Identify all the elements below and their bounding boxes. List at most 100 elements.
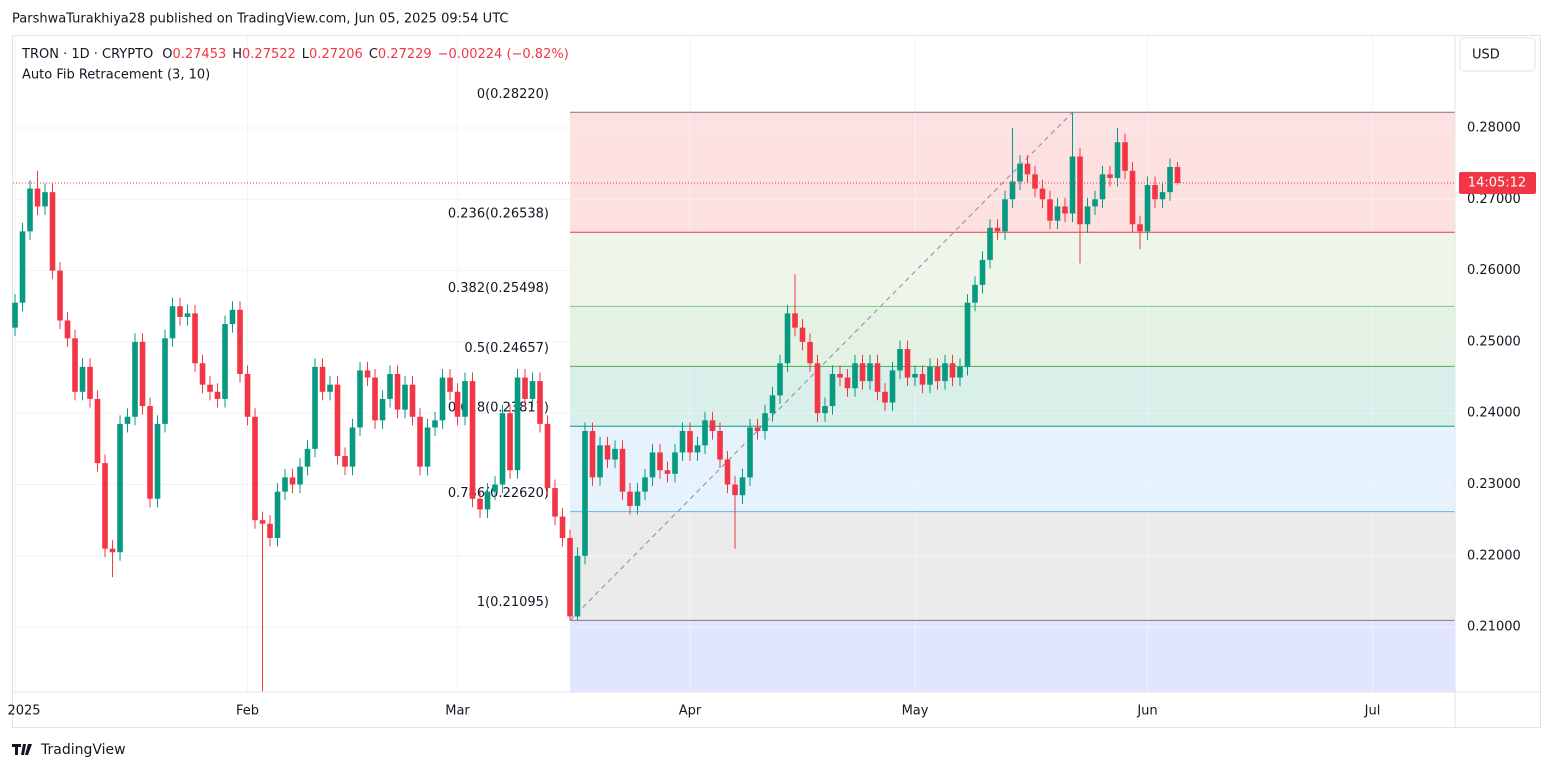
candle-body bbox=[94, 398, 101, 464]
candle-body bbox=[822, 406, 828, 414]
candle-body bbox=[979, 259, 986, 285]
candle-body bbox=[537, 381, 543, 424]
y-tick-label: 0.26000 bbox=[1467, 263, 1521, 278]
ohlc-label: L bbox=[302, 47, 310, 62]
x-tick-label: Mar bbox=[445, 704, 470, 719]
candle-body bbox=[762, 413, 768, 432]
candle-body bbox=[1084, 206, 1091, 225]
candle-body bbox=[507, 413, 513, 471]
y-tick-label: 0.25000 bbox=[1467, 334, 1521, 349]
ohlc-label: H bbox=[232, 47, 242, 62]
candle-body bbox=[447, 377, 453, 392]
ohlc-value: 0.27229 bbox=[378, 47, 432, 62]
candle-body bbox=[904, 349, 911, 378]
x-tick-label: Jul bbox=[1364, 704, 1381, 719]
candle-body bbox=[34, 188, 41, 207]
candle-body bbox=[694, 445, 701, 453]
x-tick-label: Jun bbox=[1136, 704, 1157, 719]
candle-body bbox=[687, 431, 693, 453]
candle-body bbox=[319, 366, 326, 392]
ohlc-value: 0.27206 bbox=[309, 47, 363, 62]
candle-body bbox=[1114, 142, 1121, 178]
candle-body bbox=[927, 366, 933, 385]
candle-body bbox=[807, 341, 813, 364]
candle-body bbox=[784, 313, 791, 364]
candle-body bbox=[124, 416, 131, 424]
candle-body bbox=[859, 363, 866, 382]
candle-body bbox=[484, 491, 491, 510]
symbol: TRON · 1D · CRYPTO bbox=[21, 47, 153, 62]
candle-body bbox=[19, 231, 26, 303]
candle-body bbox=[1024, 163, 1031, 175]
candle-body bbox=[469, 381, 476, 499]
candle-body bbox=[102, 463, 108, 549]
fib-label: 0.786(0.22620) bbox=[448, 486, 549, 501]
candle-body bbox=[259, 520, 266, 524]
candle-body bbox=[844, 377, 851, 389]
candle-body bbox=[552, 488, 558, 517]
candle-body bbox=[679, 431, 686, 453]
candle-body bbox=[432, 420, 438, 428]
indicator: Auto Fib Retracement (3, 10) bbox=[22, 68, 210, 83]
candle-body bbox=[642, 477, 648, 492]
candle-body bbox=[1129, 170, 1136, 225]
candle-body bbox=[237, 309, 243, 374]
candle-body bbox=[409, 384, 416, 417]
x-tick-label: Apr bbox=[679, 704, 702, 719]
candle-body bbox=[709, 420, 716, 432]
candle-body bbox=[417, 416, 423, 467]
fib-label: 0(0.28220) bbox=[477, 87, 549, 102]
y-tick-label: 0.23000 bbox=[1467, 477, 1521, 492]
candle-body bbox=[139, 341, 146, 407]
candle-body bbox=[852, 363, 858, 389]
candle-body bbox=[627, 491, 633, 506]
candle-body bbox=[934, 366, 941, 382]
candle-body bbox=[987, 227, 993, 260]
candle-body bbox=[964, 302, 971, 367]
candle-body bbox=[1039, 188, 1046, 200]
candle-body bbox=[312, 366, 318, 449]
candle-body bbox=[349, 427, 356, 467]
candle-body bbox=[387, 373, 393, 399]
fib-zone bbox=[570, 511, 1455, 621]
ohlc-label: O bbox=[162, 47, 172, 62]
candle-body bbox=[1017, 163, 1023, 182]
candle-body bbox=[582, 431, 588, 556]
candle-body bbox=[777, 363, 783, 396]
candle-body bbox=[132, 341, 138, 417]
candle-body bbox=[942, 363, 948, 382]
candle-body bbox=[162, 338, 168, 424]
x-tick-label: Feb bbox=[236, 704, 259, 719]
candle-body bbox=[27, 188, 33, 232]
y-tick-label: 0.21000 bbox=[1467, 620, 1521, 635]
candle-body bbox=[754, 427, 761, 432]
currency-button[interactable] bbox=[1459, 37, 1536, 72]
candle-body bbox=[304, 448, 311, 467]
candle-body bbox=[49, 192, 56, 271]
candle-body bbox=[1167, 166, 1173, 193]
candle-body bbox=[769, 395, 776, 414]
candle-body bbox=[199, 363, 206, 385]
fib-zone bbox=[570, 306, 1455, 367]
candle-body bbox=[619, 448, 626, 492]
candle-body bbox=[274, 491, 281, 538]
candle-body bbox=[664, 470, 671, 474]
candle-body bbox=[357, 370, 363, 428]
candle-body bbox=[42, 192, 48, 207]
candle-body bbox=[919, 373, 926, 385]
candle-body bbox=[72, 338, 78, 392]
y-tick-label: 0.27000 bbox=[1467, 192, 1521, 207]
candle-body bbox=[229, 309, 236, 325]
change: −0.00224 (−0.82%) bbox=[438, 47, 569, 62]
candle-body bbox=[874, 363, 881, 392]
candle-body bbox=[814, 363, 821, 414]
candle-body bbox=[897, 349, 903, 371]
fib-zone bbox=[570, 366, 1455, 427]
candle-body bbox=[372, 377, 378, 421]
candle-body bbox=[57, 270, 63, 321]
ohlc-value: 0.27522 bbox=[242, 47, 296, 62]
countdown: 14:05:12 bbox=[1468, 175, 1526, 190]
candle-body bbox=[1009, 181, 1016, 200]
candle-body bbox=[289, 477, 296, 485]
fib-label: 0.382(0.25498) bbox=[448, 281, 549, 296]
